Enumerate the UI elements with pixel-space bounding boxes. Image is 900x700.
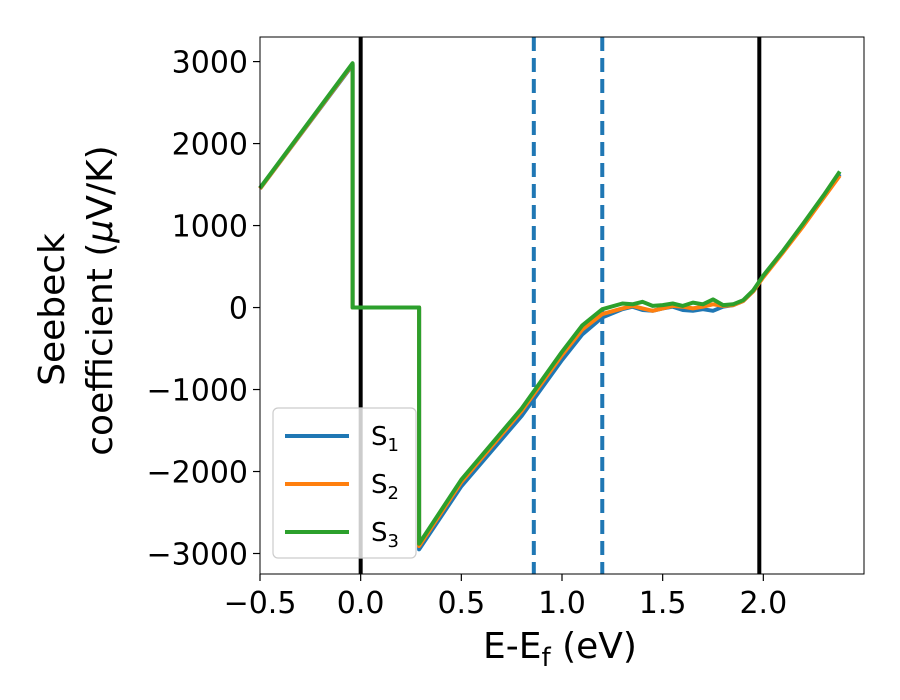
x-tick-label: 1.5 — [639, 586, 687, 621]
x-tick-label: 1.0 — [538, 586, 586, 621]
series-lines — [258, 61, 842, 552]
legend-label-1: S1 — [371, 422, 399, 456]
y-tick-label: −3000 — [147, 538, 248, 573]
x-tick-label: −0.5 — [224, 586, 297, 621]
x-tick-label: 0.5 — [437, 586, 485, 621]
y-tick-label: 2000 — [172, 128, 248, 163]
legend-label-3: S3 — [371, 518, 399, 552]
y-tick-label: 1000 — [172, 210, 248, 245]
legend: S1 S2 S3 — [272, 407, 417, 559]
y-tick-label: 3000 — [172, 46, 248, 81]
y-axis-ticks: −3000 −2000 −1000 0 1000 2000 3000 — [147, 46, 260, 573]
y-axis-label-line2: coefficient (μV/K) — [80, 145, 121, 455]
y-axis-label-line1: Seebeck — [32, 233, 73, 386]
x-axis-ticks: −0.5 0.0 0.5 1.0 1.5 2.0 — [224, 574, 787, 621]
y-tick-label: −1000 — [147, 374, 248, 409]
x-axis-label: E-Ef (eV) — [483, 626, 637, 673]
legend-label-2: S2 — [371, 470, 399, 504]
x-tick-label: 2.0 — [739, 586, 787, 621]
series-line-3 — [258, 61, 842, 546]
x-tick-label: 0.0 — [337, 586, 385, 621]
y-tick-label: 0 — [229, 292, 248, 327]
y-tick-label: −2000 — [147, 456, 248, 491]
